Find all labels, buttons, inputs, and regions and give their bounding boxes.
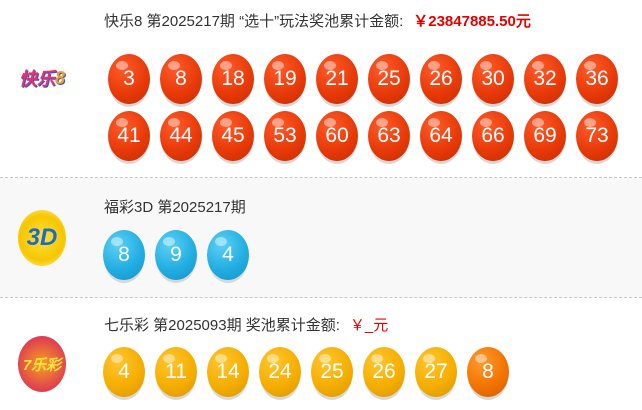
blue-ball: 4: [207, 230, 249, 280]
red-ball: 26: [420, 54, 462, 104]
kuaile8-section: 快乐 8 快乐8 第2025217期 “选十”玩法奖池累计金额: ￥23847885…: [0, 0, 642, 178]
red-ball: 32: [524, 54, 566, 104]
red-ball: 44: [160, 111, 202, 161]
yellow-ball: 14: [207, 347, 249, 397]
red-ball: 25: [368, 54, 410, 104]
title-text: 快乐8 第2025217期 “选十”玩法奖池累计金额:: [104, 13, 404, 30]
red-ball: 53: [264, 111, 306, 161]
fc3d-logo: 3D: [18, 210, 66, 266]
ball-row: 41 44 45 53 60 63 64 66 69 73: [108, 111, 618, 161]
kuaile8-logo: 快乐 8: [18, 67, 65, 90]
red-ball: 60: [316, 111, 358, 161]
red-ball: 69: [524, 111, 566, 161]
red-ball: 41: [108, 111, 150, 161]
ball-row: 4 11 14 24 25 26 27 8: [103, 347, 509, 397]
title-text: 七乐彩 第2025093期 奖池累计金额:: [104, 317, 340, 334]
qilecai-section: 7乐彩 七乐彩 第2025093期 奖池累计金额: ￥_元 4 11 14 24 25 26…: [0, 298, 642, 410]
red-ball: 21: [316, 54, 358, 104]
yellow-ball: 26: [363, 347, 405, 397]
red-ball: 30: [472, 54, 514, 104]
red-ball: 3: [108, 54, 150, 104]
kuaile8-title: 快乐8 第2025217期 “选十”玩法奖池累计金额: ￥23847885.50元: [104, 10, 531, 31]
red-ball: 73: [576, 111, 618, 161]
blue-ball: 9: [155, 230, 197, 280]
ball-row: 3 8 18 19 21 25 26 30 32 36: [108, 54, 618, 104]
jackpot-amount: ￥_元: [349, 317, 389, 334]
jackpot-amount: ￥23847885.50元: [413, 13, 531, 30]
red-ball: 45: [212, 111, 254, 161]
red-ball: 36: [576, 54, 618, 104]
yellow-ball: 25: [311, 347, 353, 397]
red-ball: 19: [264, 54, 306, 104]
red-ball: 18: [212, 54, 254, 104]
qilecai-logo: 7乐彩: [18, 336, 66, 392]
fc3d-title: 福彩3D 第2025217期: [104, 199, 246, 216]
red-ball: 64: [420, 111, 462, 161]
yellow-ball: 24: [259, 347, 301, 397]
blue-ball: 8: [103, 230, 145, 280]
qilecai-title: 七乐彩 第2025093期 奖池累计金额: ￥_元: [104, 314, 388, 335]
yellow-ball: 27: [415, 347, 457, 397]
yellow-ball: 11: [155, 347, 197, 397]
yellow-ball: 4: [103, 347, 145, 397]
red-ball: 8: [160, 54, 202, 104]
red-ball: 66: [472, 111, 514, 161]
red-ball: 63: [368, 111, 410, 161]
special-ball: 8: [467, 347, 509, 397]
